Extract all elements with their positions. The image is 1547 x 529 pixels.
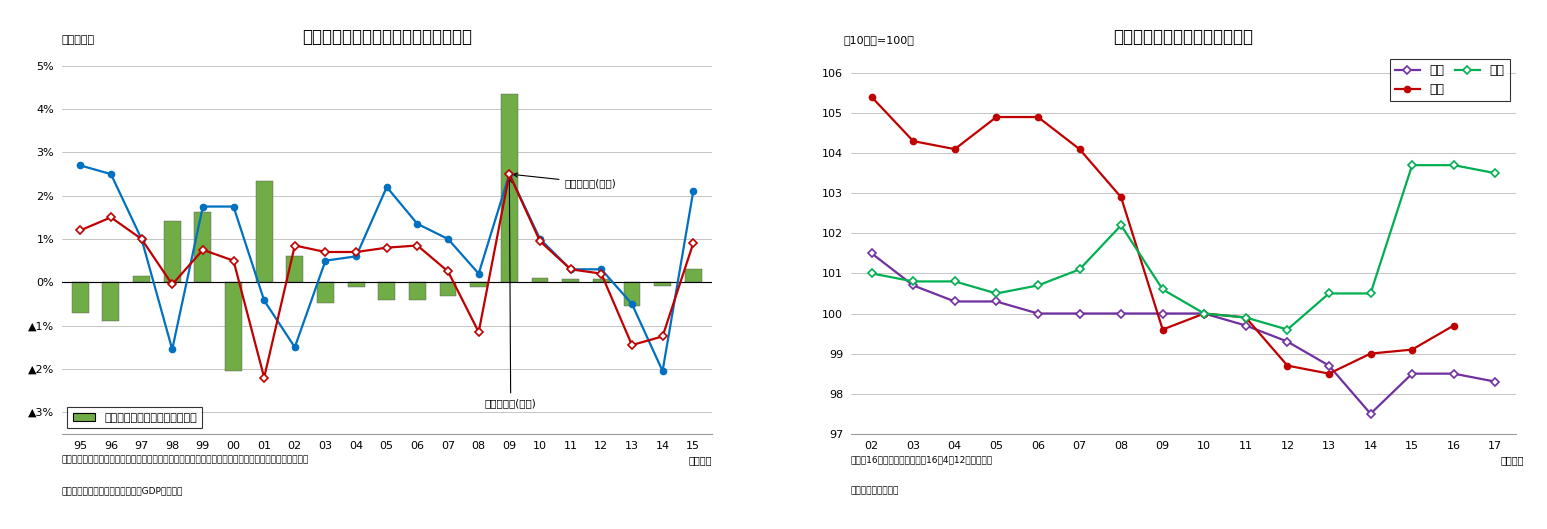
Bar <box>133 276 150 282</box>
Bar <box>593 279 610 282</box>
Bar <box>71 282 88 313</box>
Bar <box>317 282 334 303</box>
Bar <box>439 282 456 296</box>
Title: 雇用者報酬を下回る可処分所得の伸び: 雇用者報酬を下回る可処分所得の伸び <box>302 28 472 46</box>
Text: 可処分所得(実質): 可処分所得(実質) <box>484 178 537 408</box>
Bar <box>102 282 119 321</box>
Legend: 差（雇用者報酬ー可処分所得）: 差（雇用者報酬ー可処分所得） <box>68 407 203 428</box>
Text: 雇用者報酬(実質): 雇用者報酬(実質) <box>514 173 616 188</box>
Bar <box>562 279 579 282</box>
Bar <box>685 269 702 282</box>
Bar <box>164 221 181 282</box>
Legend: 年金, 賃金, 物価: 年金, 賃金, 物価 <box>1389 59 1510 102</box>
Bar <box>623 282 640 306</box>
Title: 年金給付額と賃金、物価の推移: 年金給付額と賃金、物価の推移 <box>1114 28 1253 46</box>
Text: （注）16年度の賃金、物価は16年4～12月の実績値: （注）16年度の賃金、物価は16年4～12月の実績値 <box>851 455 993 464</box>
Text: （10年度=100）: （10年度=100） <box>843 35 914 45</box>
Bar <box>470 282 487 287</box>
Bar <box>286 257 303 282</box>
Bar <box>195 212 212 282</box>
Bar <box>501 94 518 282</box>
Bar <box>255 180 272 282</box>
Bar <box>224 282 241 371</box>
Text: （前年比）: （前年比） <box>62 35 94 45</box>
Bar <box>379 282 394 300</box>
Text: （資料）内閣府「国民経済計算（GDP統計）」: （資料）内閣府「国民経済計算（GDP統計）」 <box>62 487 183 496</box>
Text: （年度）: （年度） <box>1501 455 1524 465</box>
Text: （年度）: （年度） <box>688 455 712 465</box>
Text: （注）可処分所得（実質）は名目可処分所得を家計消費（除く持家の帰属家賃）デフレーターで実質化: （注）可処分所得（実質）は名目可処分所得を家計消費（除く持家の帰属家賃）デフレー… <box>62 455 309 464</box>
Bar <box>654 282 671 286</box>
Text: （出所）厚生労働省: （出所）厚生労働省 <box>851 487 899 496</box>
Bar <box>348 282 365 287</box>
Bar <box>408 282 425 300</box>
Bar <box>532 278 549 282</box>
